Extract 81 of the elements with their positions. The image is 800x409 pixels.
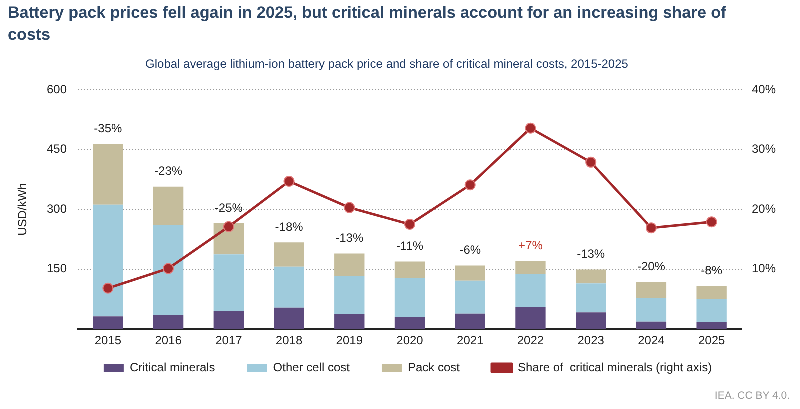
x-tick-label: 2015 [94,334,122,348]
y2-tick-label: 20% [752,202,776,216]
x-tick-label: 2022 [517,334,544,348]
bar [214,311,244,329]
x-tick-label: 2024 [638,334,666,348]
bar [93,144,124,205]
bar [455,280,486,314]
bar [93,316,124,329]
bar [576,312,606,329]
bar [153,225,184,316]
y-tick-label: 600 [46,82,68,97]
x-tick-label: 2017 [216,334,243,348]
y2-tick-label: 40% [752,82,776,97]
annotation: -8% [701,263,723,278]
annotation: -6% [460,243,482,258]
x-tick-label: 2023 [578,334,605,348]
x-tick-label: 2020 [396,334,424,348]
bar [636,322,667,329]
legend-label: Share of critical minerals (right axis) [518,360,712,374]
point [464,180,476,191]
y-tick-label: 300 [46,202,68,216]
y-axis-title: USD/kWh [16,183,30,236]
annotation: -23% [154,164,183,178]
text: IEA. CC BY 4.0. [714,390,790,402]
y2-tick-label: 10% [752,262,776,276]
bar [334,314,365,329]
bar [636,282,667,298]
bar [696,322,727,329]
x-tick-label: 2018 [276,334,303,348]
bar [455,266,486,281]
annotation: -18% [275,220,304,234]
y2-tick-label: 30% [752,142,776,156]
bar [334,254,365,276]
legend-label: Pack cost [408,360,461,374]
point [284,176,295,188]
bar [394,317,426,329]
annotation: -11% [396,239,424,254]
bar [696,286,727,300]
bar [153,315,184,329]
point [223,221,234,232]
bar [636,298,667,322]
bar [576,284,606,313]
x-tick-label: 2019 [336,334,364,348]
bar [516,274,546,308]
annotation: -35% [94,122,123,136]
legend-label: Critical minerals [130,360,216,374]
point [404,219,416,230]
bar [576,270,606,284]
point [706,216,718,228]
point [525,122,536,134]
bar [93,204,124,317]
point [646,222,657,234]
bar [214,254,244,312]
chart-title: Battery pack prices fell again in 2025, but critical minerals account for an increasing share of costs [8,3,728,46]
point [586,156,597,168]
x-tick-label: 2021 [457,334,484,348]
bar [274,266,304,308]
annotation: -20% [637,260,666,274]
point [344,202,356,214]
annotation: -13% [577,247,606,262]
y-tick-label: 150 [46,262,68,276]
y-tick-label: 450 [46,142,68,156]
x-tick-label: 2016 [155,334,182,348]
bar [153,186,184,226]
annotation: -13% [336,231,364,246]
x-tick-label: 2025 [698,334,726,348]
annotation: +7% [518,238,544,253]
bar [516,307,546,329]
annotation: -25% [214,200,244,215]
chart-subtitle: Global average lithium-ion battery pack price and share of critical mineral costs, 2015-2025 [144,57,630,71]
bar [274,308,304,329]
bar [516,261,546,274]
bar [394,278,426,318]
point [102,282,114,294]
bar [696,300,727,322]
bar [394,262,426,278]
bar [334,276,365,314]
legend-label: Other cell cost [273,360,351,374]
point [163,263,174,274]
bar [274,242,304,267]
bar [455,314,486,329]
